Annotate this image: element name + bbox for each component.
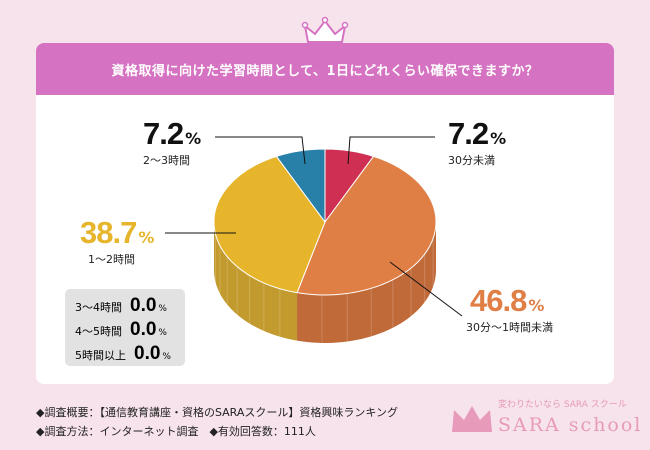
label-30m-1h: 46.8% 30分～1時間未満 xyxy=(466,283,553,334)
category-label: 2～3時間 xyxy=(143,154,190,167)
pie-side-1 xyxy=(297,222,436,343)
zero-item: 3～4時間 0.0% xyxy=(75,295,167,316)
zero-item: 5時間以上 0.0% xyxy=(75,343,171,364)
value-label: 7.2 xyxy=(143,116,184,151)
value-label: 46.8 xyxy=(470,283,527,318)
leader-under-30m xyxy=(347,136,435,165)
zero-values-box: 3～4時間 0.0% 4～5時間 0.0% 5時間以上 0.0% xyxy=(65,289,185,366)
leader-2-3h xyxy=(215,136,306,165)
pie-slice-1 xyxy=(296,155,437,296)
pie-side-2 xyxy=(214,222,298,341)
category-label: 30分未満 xyxy=(448,154,495,167)
crown-logo-icon xyxy=(452,406,492,432)
category-label: 1～2時間 xyxy=(88,253,135,266)
zero-item: 4～5時間 0.0% xyxy=(75,319,167,340)
pie-slice-2 xyxy=(213,155,326,294)
chart-title: 資格取得に向けた学習時間として、1日にどれくらい確保できますか？ xyxy=(36,43,614,95)
label-under-30m: 7.2% 30分未満 xyxy=(448,116,507,167)
label-1-2h: 38.7% 1～2時間 xyxy=(80,215,155,266)
category-label: 30分～1時間未満 xyxy=(466,321,553,334)
pie-slice-3 xyxy=(275,148,326,224)
crown-icon xyxy=(301,16,349,43)
label-2-3h: 7.2% 2～3時間 xyxy=(143,116,202,167)
value-label: 7.2 xyxy=(448,116,489,151)
leader-30m-1h xyxy=(389,261,463,317)
value-label: 38.7 xyxy=(80,215,137,250)
footer-notes: ◆調査概要：【通信教育講座・資格のSARAスクール】資格興味ランキング ◆調査方… xyxy=(36,406,399,438)
